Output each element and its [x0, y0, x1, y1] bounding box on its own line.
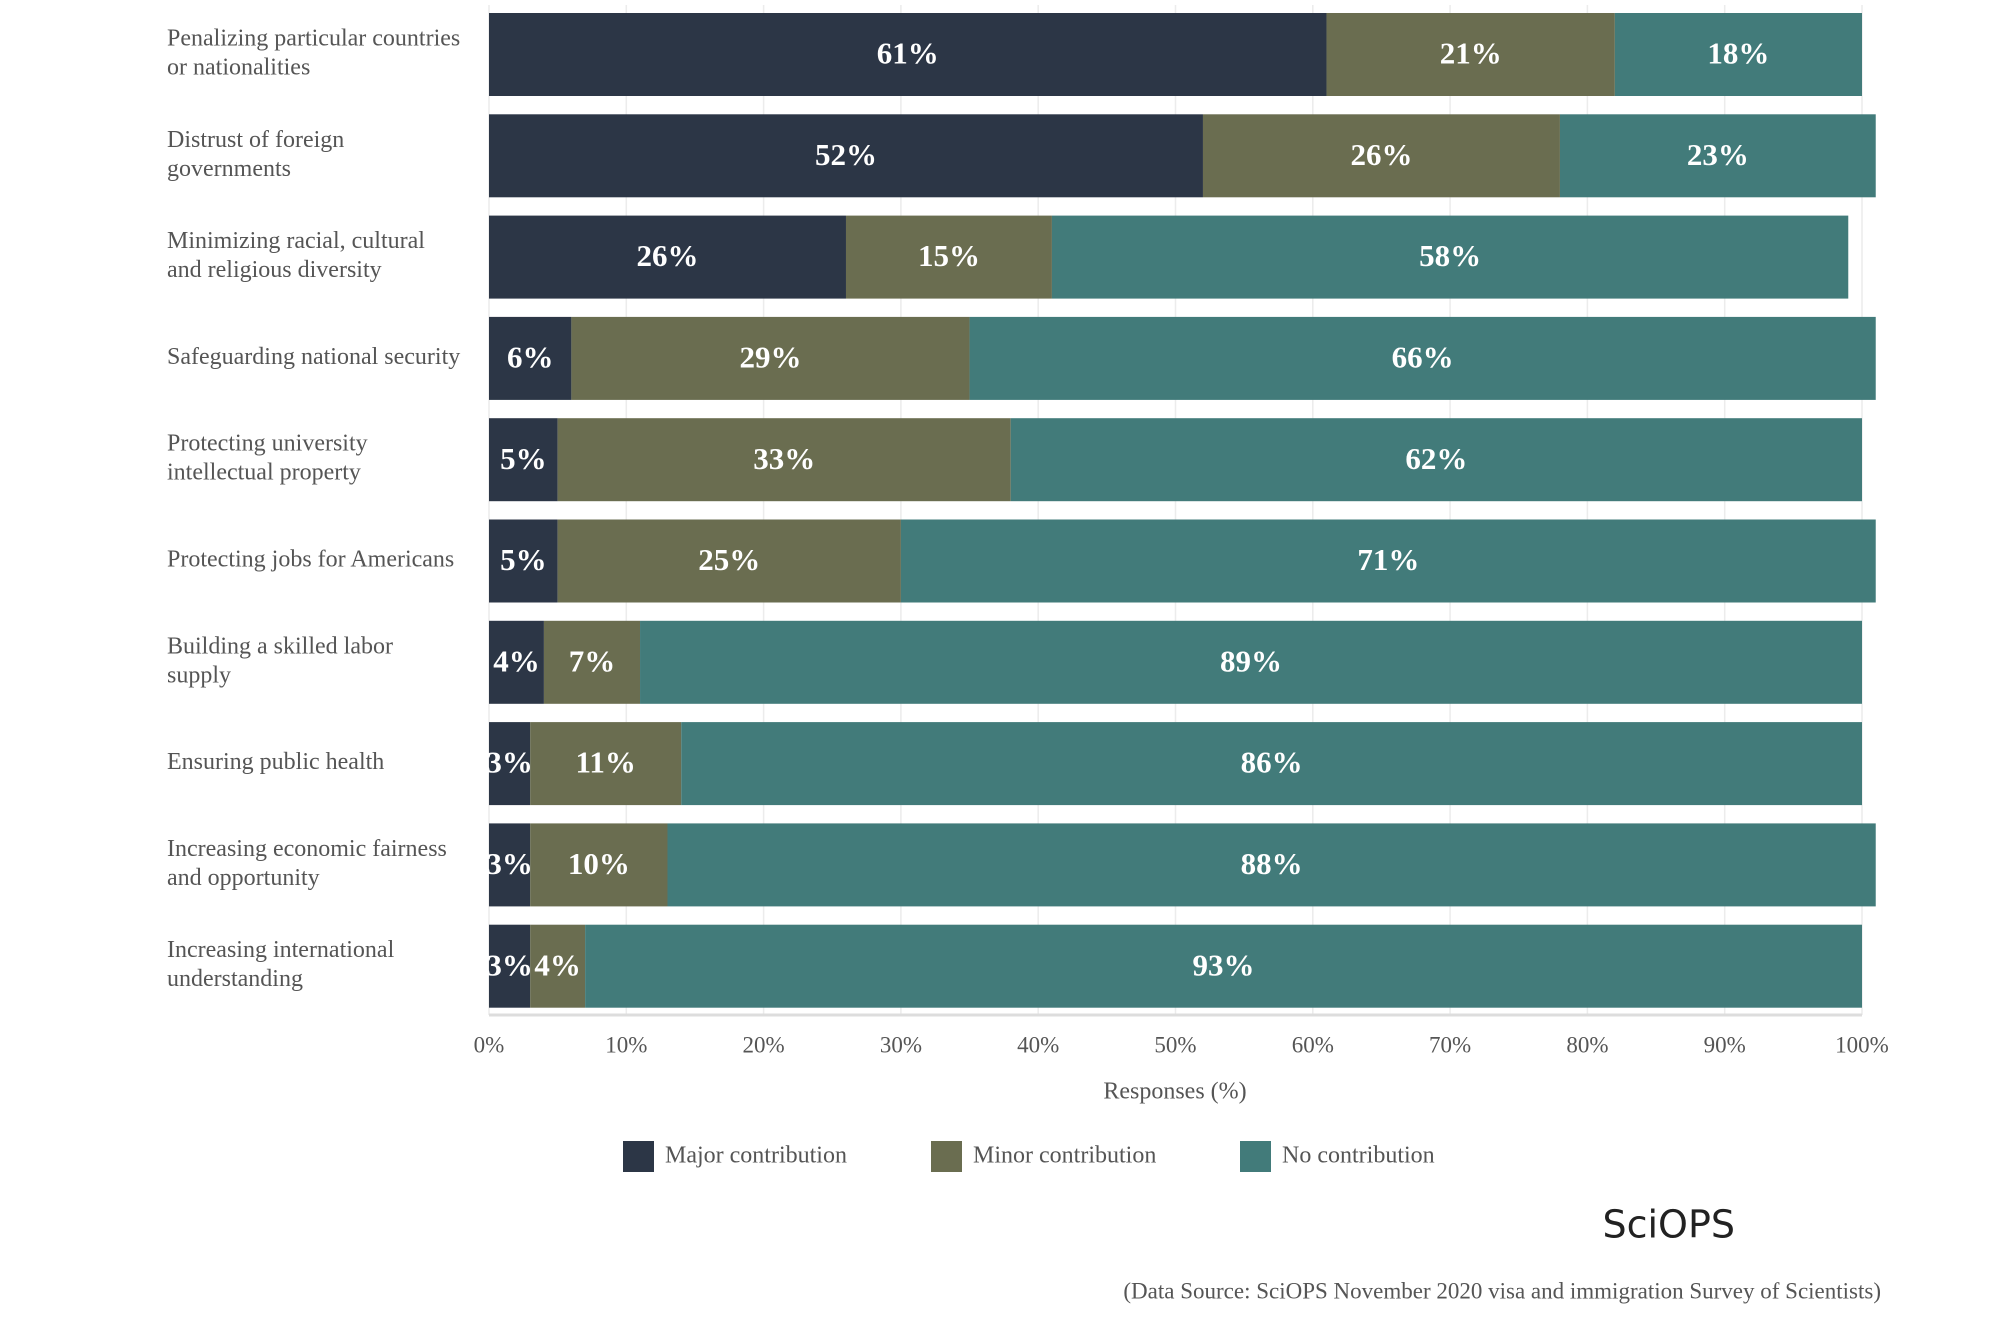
- x-tick-label: 50%: [1154, 1032, 1196, 1057]
- data-label: 66%: [1392, 340, 1454, 375]
- x-tick-label: 40%: [1017, 1032, 1059, 1057]
- bar-segment: [1010, 418, 1862, 502]
- legend-label: No contribution: [1282, 1143, 1435, 1169]
- y-tick-label: and religious diversity: [167, 257, 382, 283]
- data-label: 4%: [493, 643, 540, 678]
- data-label: 3%: [486, 745, 533, 780]
- bar-segment: [530, 924, 586, 1008]
- bar-segment: [1614, 13, 1862, 96]
- data-label: 3%: [486, 947, 533, 982]
- y-tick-label: or nationalities: [167, 55, 310, 81]
- y-tick-label: governments: [167, 156, 291, 182]
- data-label: 10%: [568, 846, 630, 881]
- y-tick-label: Protecting university: [167, 431, 368, 457]
- bar-segment: [489, 13, 1327, 96]
- bar-segment: [489, 316, 572, 400]
- x-tick-label: 30%: [880, 1032, 922, 1057]
- data-label: 58%: [1419, 238, 1481, 273]
- data-label: 26%: [636, 238, 698, 273]
- bar-segment: [1202, 114, 1560, 198]
- bar-segment: [489, 519, 558, 603]
- legend-swatch: [623, 1141, 654, 1172]
- legend-label: Major contribution: [665, 1143, 847, 1169]
- bar-segment: [1051, 215, 1849, 299]
- x-tick-label: 20%: [743, 1032, 785, 1057]
- data-label: 7%: [569, 643, 616, 678]
- data-label: 23%: [1687, 137, 1749, 172]
- bar-segment: [585, 924, 1862, 1008]
- y-tick-label: Ensuring public health: [167, 749, 384, 775]
- x-tick-label: 60%: [1292, 1032, 1334, 1057]
- legend-swatch: [931, 1141, 962, 1172]
- bar-segment: [900, 519, 1876, 603]
- x-tick-label: 80%: [1566, 1032, 1608, 1057]
- y-tick-label: Building a skilled labor: [167, 633, 393, 659]
- logo: SciOPS: [1602, 1203, 1735, 1247]
- y-tick-label: and opportunity: [167, 865, 320, 891]
- y-tick-label: intellectual property: [167, 460, 361, 486]
- legend-swatch: [1240, 1141, 1271, 1172]
- data-label: 25%: [698, 542, 760, 577]
- bar-segment: [667, 823, 1876, 907]
- x-axis-label: Responses (%): [1103, 1079, 1246, 1105]
- data-label: 11%: [576, 745, 636, 780]
- source-note: (Data Source: SciOPS November 2020 visa …: [1123, 1278, 1881, 1303]
- data-label: 4%: [534, 947, 581, 982]
- bar-segment: [640, 620, 1862, 704]
- data-label: 93%: [1193, 947, 1255, 982]
- bar-segment: [1559, 114, 1876, 198]
- data-label: 5%: [500, 542, 547, 577]
- data-label: 52%: [815, 137, 877, 172]
- bar-segment: [489, 215, 846, 299]
- x-tick-label: 70%: [1429, 1032, 1471, 1057]
- data-label: 86%: [1241, 745, 1303, 780]
- legend-label: Minor contribution: [973, 1143, 1156, 1169]
- data-label: 29%: [739, 340, 801, 375]
- y-tick-label: Penalizing particular countries: [167, 26, 460, 52]
- x-tick-label: 90%: [1704, 1032, 1746, 1057]
- bar-segment: [557, 418, 1011, 502]
- data-label: 21%: [1440, 36, 1502, 71]
- bar-segment: [969, 316, 1876, 400]
- data-label: 89%: [1220, 643, 1282, 678]
- bar-segment: [489, 418, 558, 502]
- bar-segment: [557, 519, 901, 603]
- y-tick-label: Increasing economic fairness: [167, 836, 447, 862]
- y-tick-label: Distrust of foreign: [167, 127, 344, 153]
- data-label: 62%: [1405, 441, 1467, 476]
- data-label: 33%: [753, 441, 815, 476]
- bar-segment: [489, 722, 531, 806]
- bar-segment: [530, 722, 682, 806]
- data-label: 18%: [1707, 36, 1769, 71]
- x-tick-label: 0%: [474, 1032, 505, 1057]
- data-label: 61%: [877, 36, 939, 71]
- bar-segment: [681, 722, 1862, 806]
- x-tick-label: 100%: [1835, 1032, 1889, 1057]
- y-tick-label: supply: [167, 662, 231, 688]
- data-label: 71%: [1357, 542, 1419, 577]
- data-label: 26%: [1350, 137, 1412, 172]
- y-tick-label: Safeguarding national security: [167, 344, 460, 370]
- bar-segment: [489, 620, 544, 704]
- data-label: 88%: [1241, 846, 1303, 881]
- bar-segment: [543, 620, 641, 704]
- bar-segment: [489, 924, 531, 1008]
- bar-segment: [530, 823, 668, 907]
- y-tick-label: Protecting jobs for Americans: [167, 547, 454, 573]
- data-label: 3%: [486, 846, 533, 881]
- y-tick-label: Increasing international: [167, 937, 395, 963]
- bar-segment: [845, 215, 1052, 299]
- x-tick-label: 10%: [605, 1032, 647, 1057]
- data-label: 5%: [500, 441, 547, 476]
- data-label: 6%: [507, 340, 554, 375]
- y-tick-label: understanding: [167, 966, 303, 992]
- bar-segment: [571, 316, 970, 400]
- data-label: 15%: [918, 238, 980, 273]
- bar-segment: [489, 823, 531, 907]
- bar-segment: [489, 114, 1203, 198]
- bar-segment: [1326, 13, 1615, 96]
- y-tick-label: Minimizing racial, cultural: [167, 228, 425, 254]
